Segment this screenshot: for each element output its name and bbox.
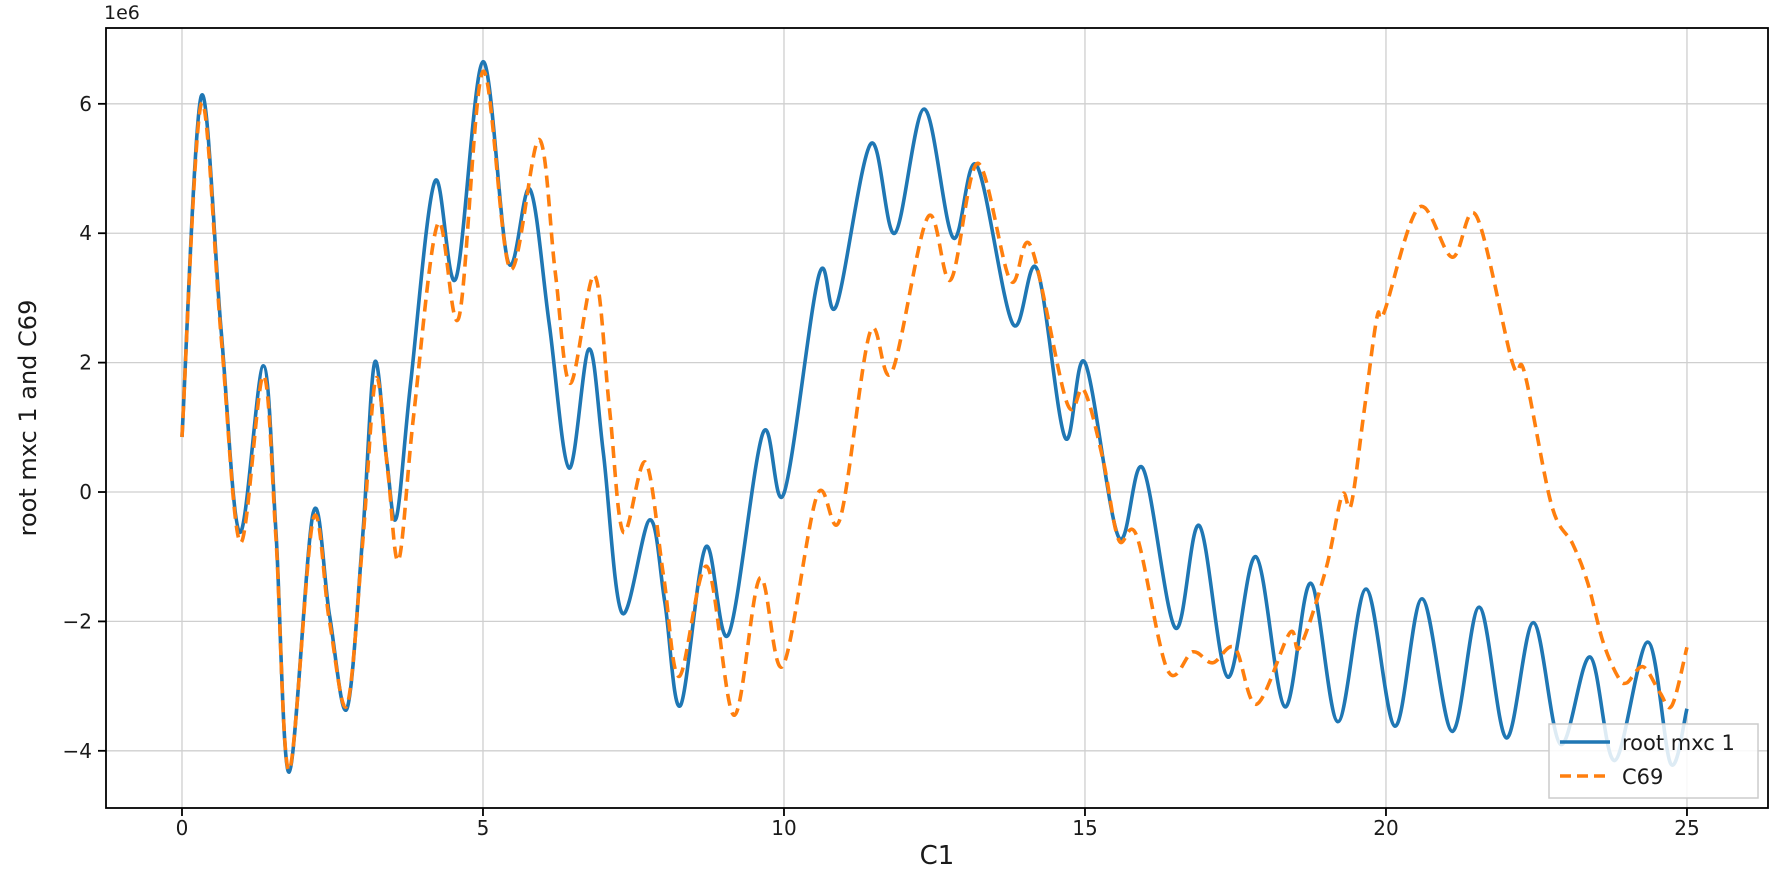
x-tick-label: 20 <box>1373 816 1398 840</box>
legend-box <box>1548 723 1759 799</box>
legend-label-c69: C69 <box>1622 765 1663 789</box>
y-tick-label: 6 <box>79 92 92 116</box>
series-group <box>180 59 1689 774</box>
series-line-c69 <box>180 69 1689 773</box>
y-tick-label: −4 <box>63 739 92 763</box>
x-tick-label: 10 <box>771 816 796 840</box>
y-tick-label: 0 <box>79 480 92 504</box>
legend-label-root-mxc-1: root mxc 1 <box>1622 731 1735 755</box>
x-tick-label: 5 <box>477 816 490 840</box>
axis-ticks <box>98 102 1688 816</box>
y-tick-label: 2 <box>79 351 92 375</box>
y-tick-label: −2 <box>63 609 92 633</box>
offset-text: 1e6 <box>104 2 140 24</box>
x-tick-label: 0 <box>176 816 189 840</box>
x-axis-label: C1 <box>920 841 955 871</box>
plot-border <box>105 27 1769 809</box>
tick-labels: 0 5 10 15 20 25 −4 −2 0 2 4 6 <box>63 92 1700 840</box>
y-tick-label: 4 <box>79 221 92 245</box>
x-tick-label: 15 <box>1072 816 1097 840</box>
y-axis-label: root mxc 1 and C69 <box>14 300 42 537</box>
x-tick-label: 25 <box>1674 816 1699 840</box>
legend: root mxc 1 C69 <box>1548 723 1759 799</box>
